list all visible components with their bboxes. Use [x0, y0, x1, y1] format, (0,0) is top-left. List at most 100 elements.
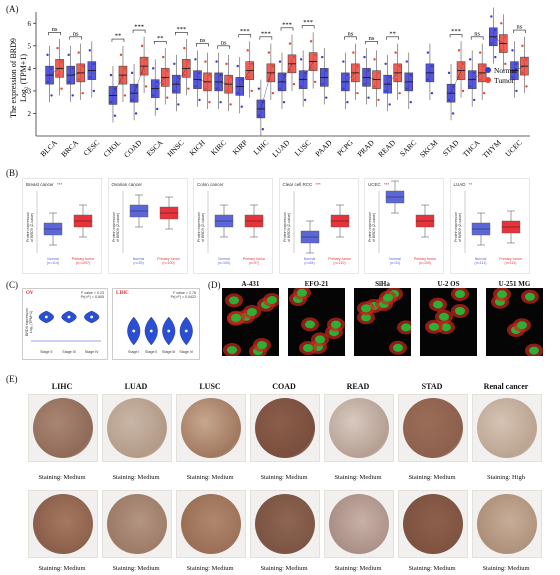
nucleus-stain	[401, 323, 411, 332]
tumor-point	[478, 51, 482, 54]
tumor-point	[225, 62, 228, 66]
panel-c-xlabel: Stage III	[162, 350, 176, 354]
normal-point	[219, 73, 222, 77]
panel-b-chart: Ovarian cancer Protein expression of BRD9…	[107, 178, 188, 274]
tumor-point	[56, 46, 59, 50]
tumor-point	[77, 51, 80, 54]
tumor-point	[504, 35, 507, 38]
panel-b-significance: ***	[314, 182, 321, 187]
nucleus-stain	[393, 343, 403, 352]
tumor-point	[187, 87, 190, 90]
x-tick-label: SKCM	[418, 138, 440, 160]
paired-line	[450, 70, 462, 94]
panel-b-normal-label: Normal (n=84)	[303, 257, 316, 265]
immunofluorescence-image	[288, 288, 345, 356]
ihc-tissue-core	[181, 494, 241, 554]
violin-median-point	[44, 315, 48, 319]
panel-b-chart: Colon cancer Protein expression of BRD9 (…	[193, 178, 273, 274]
nucleus-stain	[331, 320, 341, 329]
significance-label: ns	[52, 26, 58, 33]
ihc-tissue-core	[107, 494, 167, 554]
panel-label-e: (E)	[6, 374, 18, 384]
significance-bracket	[132, 29, 146, 34]
normal-point	[194, 85, 197, 88]
x-tick-label: BLCA	[38, 138, 59, 159]
x-tick-label: KIRP	[231, 138, 249, 156]
x-tick-label: KIRC	[209, 138, 228, 157]
ihc-tissue-core	[33, 398, 93, 458]
significance-bracket	[513, 29, 526, 34]
violin-median-point	[132, 329, 136, 333]
x-tick-label: LUSC	[293, 138, 313, 158]
panel-c-title: OV	[26, 291, 34, 296]
tumor-point	[187, 60, 190, 63]
staining-level: Staining: High	[486, 474, 526, 481]
normal-point	[278, 60, 282, 63]
normal-point	[236, 91, 239, 95]
normal-point	[346, 100, 349, 104]
panel-b-tumor-label: Primary tumor (n=100)	[157, 257, 180, 265]
normal-point	[405, 87, 408, 90]
violin-median-point	[167, 329, 171, 333]
tumor-point	[478, 78, 482, 81]
y-tick-label: 5	[28, 42, 32, 50]
ihc-image-frame	[102, 490, 172, 558]
tumor-point	[500, 49, 503, 52]
normal-point	[130, 98, 134, 102]
ihc-tissue-core	[329, 494, 389, 554]
normal-point	[405, 60, 408, 63]
nucleus-stain	[441, 323, 451, 332]
normal-point	[299, 58, 303, 61]
tumor-point	[225, 89, 228, 93]
normal-point	[88, 49, 92, 52]
normal-point	[388, 103, 391, 106]
nucleus-stain	[455, 290, 465, 298]
normal-point	[278, 87, 282, 90]
normal-point	[257, 87, 261, 90]
normal-point	[67, 80, 70, 84]
panel-b-chart: Breast cancer *** Protein expression of B…	[22, 178, 102, 274]
legend-tumor-label: Tumor	[494, 76, 515, 85]
normal-point	[152, 94, 155, 97]
normal-point	[236, 64, 239, 68]
paired-line	[302, 61, 314, 80]
x-tick-label: PRAD	[355, 138, 376, 159]
staining-level: Staining: Medium	[334, 474, 382, 481]
panel-c-title: LIHC	[116, 291, 129, 296]
paired-line	[514, 65, 525, 71]
tumor-point	[377, 98, 380, 102]
ihc-tissue-core	[181, 398, 241, 458]
panel-b-title: Breast cancer ***	[26, 182, 63, 187]
significance-label: **	[389, 30, 396, 37]
panel-c-violin: LIHC F value = 2.76 Pr(>F) = 0.0422 Stage …	[112, 288, 200, 360]
normal-point	[282, 73, 286, 77]
ihc-image-frame	[398, 394, 468, 462]
panel-c-stats: F value = 2.76 Pr(>F) = 0.0422	[170, 291, 196, 299]
normal-point	[92, 89, 96, 93]
staining-level: Staining: Medium	[186, 565, 234, 572]
violin-median-point	[149, 329, 153, 333]
tumor-point	[521, 71, 524, 75]
panel-c-xlabel: Stage II	[145, 350, 158, 354]
tumor-point	[81, 64, 84, 68]
panel-b-significance: ***	[382, 182, 390, 187]
normal-point	[472, 98, 476, 102]
staining-level: Staining: Medium	[186, 474, 234, 481]
tumor-point	[309, 67, 313, 70]
ihc-image-frame	[472, 394, 542, 462]
normal-point	[46, 53, 49, 57]
cell-line-label: EFO-21	[304, 280, 329, 288]
significance-bracket	[48, 31, 61, 36]
paired-line	[155, 77, 166, 89]
x-tick-label: THCA	[461, 138, 482, 159]
significance-bracket	[259, 36, 273, 40]
y-tick-label: 4	[28, 65, 32, 73]
normal-point	[468, 85, 472, 88]
significance-label: ns	[474, 30, 480, 37]
paired-line	[472, 72, 483, 80]
significance-bracket	[153, 41, 167, 45]
normal-point	[50, 67, 53, 70]
ihc-image-frame	[176, 394, 246, 462]
immunofluorescence-cells	[491, 288, 543, 356]
panel-b-plot	[464, 191, 520, 253]
